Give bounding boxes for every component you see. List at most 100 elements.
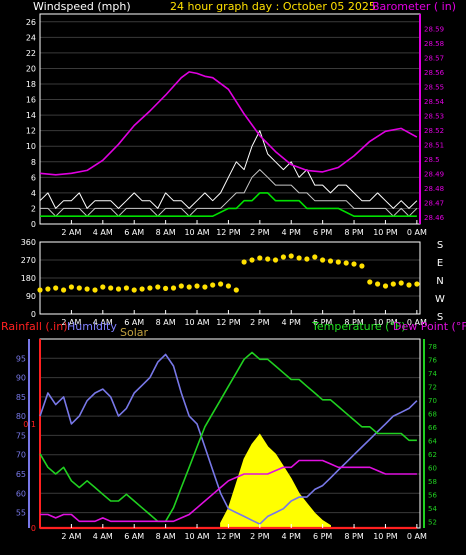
temp-y-tick-label: 66 [428,424,437,432]
bottom-x-tick-label: 10 PM [373,532,398,541]
wind-direction-point [233,287,239,293]
solar-title: Solar [120,326,149,339]
temp-y-tick-label: 74 [428,370,437,378]
wind-direction-point [100,284,106,290]
baro-y-tick-label: 28.55 [424,83,444,91]
wind-direction-point [249,257,255,263]
wind-y-tick-label: 12 [26,127,36,136]
wind-direction-point [375,281,381,287]
dir-x-tick-label: 2 PM [250,318,269,327]
solar-area [220,433,331,529]
humidity-y-tick-label: 85 [16,393,26,402]
humidity-title: Humidity [67,320,117,333]
dir-y-tick-label: 90 [26,292,36,301]
temp-y-tick-label: 62 [428,451,437,459]
wind-direction-point [367,279,373,285]
barometer-title: Barometer ( in) [372,0,456,13]
wind-direction-point [320,257,326,263]
baro-y-tick-label: 28.59 [424,25,444,33]
temp-y-tick-label: 72 [428,383,437,391]
wind-direction-point [186,284,192,290]
baro-y-tick-label: 28.47 [424,199,444,207]
wind-barometer-panel: 0246810121416182022242628.4628.4728.4828… [26,13,445,237]
wind-direction-point [414,281,420,287]
wind-direction-point [61,287,67,293]
humidity-y-tick-label: 90 [16,374,26,383]
dir-x-tick-label: 4 PM [282,318,301,327]
wind-direction-point [147,285,153,291]
wind-y-tick-label: 10 [26,142,36,151]
baro-y-tick-label: 28.52 [424,127,444,135]
temp-y-tick-label: 58 [428,478,437,486]
wind-direction-point [241,259,247,265]
wind-direction-point [390,281,396,287]
wind-direction-point [53,285,59,291]
wind-y-tick-label: 4 [31,189,36,198]
dir-plot-frame [39,241,421,315]
temp-y-tick-label: 78 [428,343,437,351]
temp-y-tick-label: 54 [428,505,437,513]
bottom-x-tick-label: 2 AM [61,532,81,541]
wind_avg-series-line [40,192,417,217]
humidity-y-tick-label: 70 [16,451,26,460]
baro-y-tick-label: 28.57 [424,54,444,62]
temp-y-tick-label: 52 [428,518,437,526]
wind-direction-point [155,284,161,290]
bottom-x-tick-label: 6 PM [313,532,332,541]
temperature-series-line [39,351,417,523]
compass-label: N [436,276,443,287]
compass-label: E [437,258,443,269]
dir-x-tick-label: 0 AM [407,318,427,327]
wind-direction-point [288,253,294,259]
rain-y-tick-label: 0 [31,524,36,533]
dir-x-tick-label: 6 AM [124,318,144,327]
baro-y-tick-label: 28.53 [424,112,444,120]
bottom-x-tick-label: 0 AM [407,532,427,541]
wind-direction-point [218,281,224,287]
wind-direction-point [210,282,216,288]
temp-y-tick-label: 60 [428,464,437,472]
bottom-x-tick-label: 2 PM [250,532,269,541]
temp-humidity-panel: 55606570758085909500.1525456586062646668… [16,338,437,541]
wind-y-tick-label: 0 [31,220,36,229]
top-x-tick-label: 12 PM [216,228,241,237]
gust-series-line [39,130,418,209]
compass-label: S [437,240,443,251]
temp-y-tick-label: 68 [428,410,437,418]
wind-direction-point [92,287,98,293]
humidity-y-tick-label: 80 [16,412,26,421]
temp-y-tick-label: 70 [428,397,437,405]
wind-direction-point [265,256,271,262]
chart-headers: Windspeed (mph) 24 hour graph day : Octo… [1,0,466,339]
wind-y-tick-label: 26 [26,18,36,27]
wind-direction-point [225,283,231,289]
temp-y-tick-label: 76 [428,356,437,364]
dir-x-tick-label: 8 PM [344,318,363,327]
dir-x-tick-label: 10 AM [184,318,209,327]
baro-y-tick-label: 28.54 [424,98,445,106]
humidity-y-tick-label: 60 [16,489,26,498]
wind-y-tick-label: 22 [26,49,36,58]
baro-y-tick-label: 28.46 [424,214,445,222]
wind-direction-point [115,286,122,292]
wind-direction-point [406,282,412,288]
dewpoint-series-line [40,459,417,523]
wind-direction-point [202,284,208,290]
humidity-series-line [39,353,418,525]
top-x-tick-label: 4 AM [93,228,113,237]
wind-direction-point [178,283,184,289]
humidity-y-tick-label: 55 [16,509,26,518]
baro-y-tick-label: 28.56 [424,69,445,77]
top-x-tick-label: 2 PM [250,228,269,237]
top-x-tick-label: 6 AM [124,228,144,237]
bottom-x-tick-label: 8 AM [156,532,176,541]
dir-y-tick-label: 0 [31,310,36,319]
bottom-x-tick-label: 8 PM [344,532,363,541]
bottom-x-tick-label: 6 AM [124,532,144,541]
wind-direction-point [194,283,200,289]
dir-x-tick-label: 4 AM [93,318,113,327]
wind-direction-point [382,283,389,289]
top-x-tick-label: 0 AM [407,228,427,237]
